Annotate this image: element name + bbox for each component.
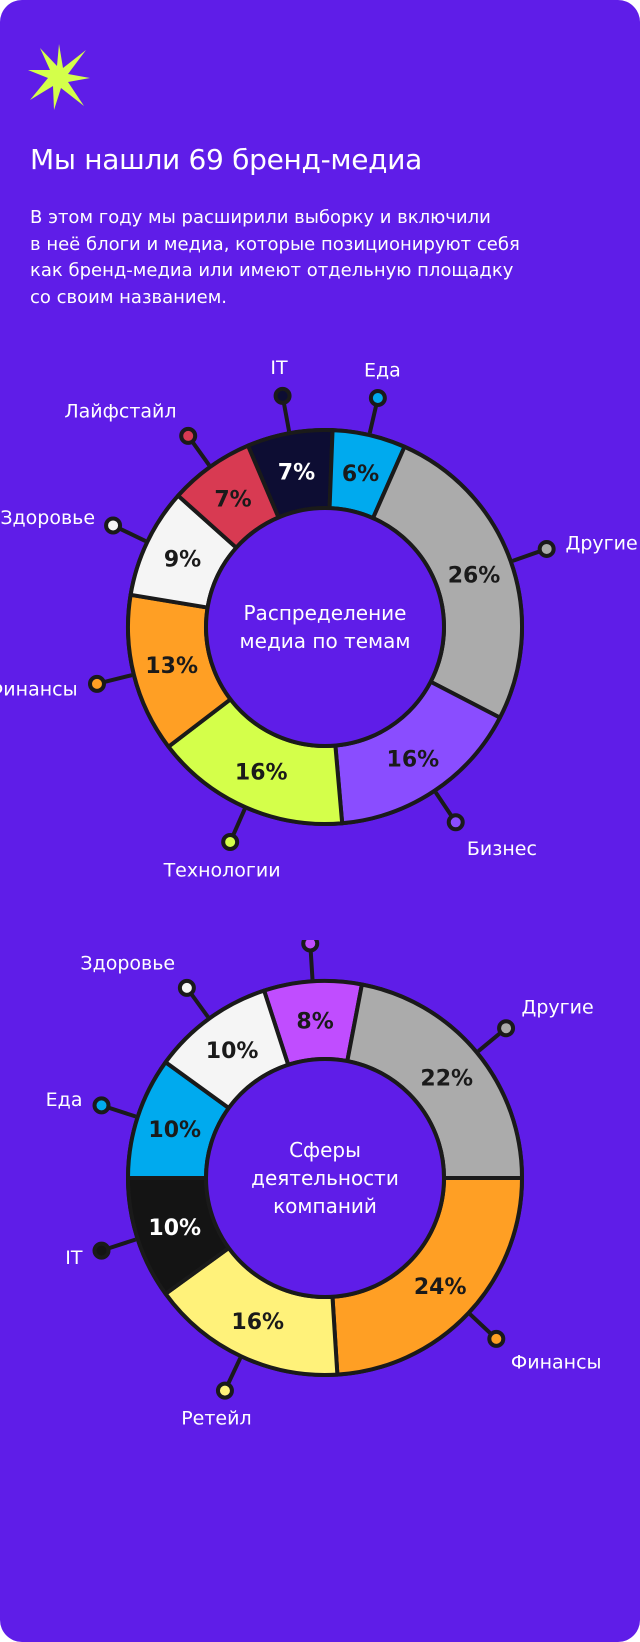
donut-hole [204, 1057, 446, 1299]
slice-value-label: 8% [296, 1009, 333, 1034]
slice-value-label: 10% [206, 1039, 259, 1064]
slice-category-label: Еда [46, 1089, 83, 1111]
slice-category-label: Ретейл [181, 1408, 251, 1430]
chart-center-label: деятельности [251, 1166, 399, 1190]
legend-dot [179, 426, 198, 445]
intro-line: как бренд-медиа или имеют отдельную площ… [30, 260, 514, 281]
intro-line: в неё блоги и медиа, которые позициониру… [30, 233, 520, 255]
legend-dot [487, 1329, 506, 1348]
slice-category-label: Лайфстайл [64, 401, 176, 423]
legend-dot [446, 813, 465, 832]
intro-line: со своим названием. [30, 286, 227, 308]
slice-category-label: IT [65, 1247, 83, 1269]
slice-value-label: 7% [214, 488, 251, 513]
slice-value-label: 24% [414, 1275, 467, 1300]
slice-value-label: 16% [231, 1310, 284, 1335]
slice-category-label: Здоровье [0, 507, 95, 529]
slice-value-label: 26% [448, 564, 501, 589]
legend-dot [104, 516, 123, 535]
sparkle-logo-icon [28, 44, 90, 110]
slice-value-label: 9% [164, 548, 201, 573]
chart-center-label: Сферы [289, 1138, 361, 1162]
slice-value-label: 13% [145, 654, 198, 679]
slice-category-label: Финансы [511, 1352, 602, 1374]
legend-dot [221, 833, 240, 852]
donut-chart-company-spheres: 8%Телеком22%Другие24%Финансы16%Ретейл10%… [46, 940, 602, 1430]
donut-chart-media-topics: 7% IT 6% Еда 26% Другие 16% Бизнес 16% Технологии… [0, 360, 638, 881]
slice-value-label: 10% [148, 1216, 201, 1241]
slice-value-label: 16% [387, 747, 440, 772]
slice-value-label: 16% [235, 761, 288, 786]
legend-dot [177, 978, 196, 997]
slice-value-label: 22% [420, 1066, 473, 1091]
slice-category-label: Еда [364, 360, 401, 382]
slice-category-label: Технологии [163, 859, 281, 881]
legend-dot [368, 389, 387, 408]
slice-category-label: Здоровье [80, 953, 175, 975]
legend-dot [273, 386, 292, 405]
chart-center-label: медиа по темам [240, 629, 411, 653]
slice-value-label: 6% [342, 462, 379, 487]
slice-category-label: Другие [566, 532, 638, 554]
legend-dot [497, 1019, 516, 1038]
intro-paragraph: В этом году мы расширили выборку и включ… [30, 205, 590, 311]
legend-dot [537, 539, 556, 558]
slice-value-label: 7% [278, 461, 315, 486]
chart-center-label: Распределение [244, 601, 407, 625]
legend-dot [87, 674, 106, 693]
legend-dot [215, 1381, 234, 1400]
donut-hole [204, 506, 446, 748]
slice-category-label: Финансы [0, 679, 78, 701]
slice-value-label: 10% [148, 1118, 201, 1143]
legend-dot [92, 1241, 111, 1260]
slice-category-label: Бизнес [467, 838, 537, 860]
legend-dot [301, 940, 320, 953]
legend-dot [92, 1096, 111, 1115]
intro-line: В этом году мы расширили выборку и включ… [30, 207, 491, 228]
chart-center-label: компаний [273, 1194, 377, 1218]
page-title: Мы нашли 69 бренд-медиа [30, 143, 422, 176]
slice-category-label: IT [270, 360, 288, 379]
slice-category-label: Другие [521, 996, 593, 1018]
